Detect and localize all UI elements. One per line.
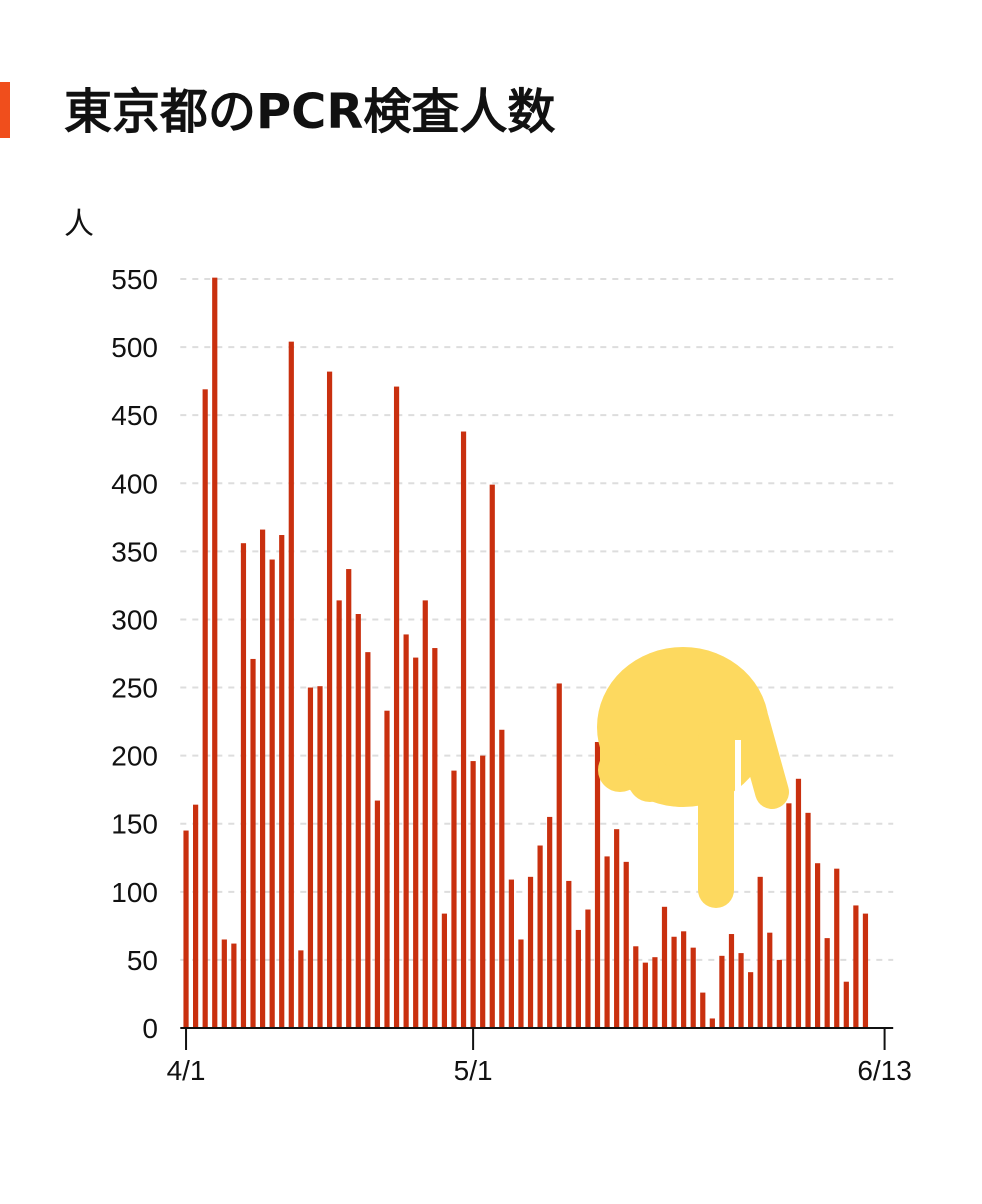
bar bbox=[834, 868, 840, 1028]
bar bbox=[259, 529, 266, 1028]
bar bbox=[652, 957, 658, 1028]
bar bbox=[776, 959, 782, 1028]
y-tick-label: 350 bbox=[111, 536, 158, 567]
bar bbox=[212, 277, 218, 1028]
bar bbox=[432, 648, 438, 1028]
bar bbox=[527, 876, 534, 1028]
y-tick-label: 500 bbox=[111, 332, 158, 363]
bar bbox=[326, 371, 333, 1028]
bar bbox=[183, 830, 189, 1028]
plot-area: 0 50 100 150 200 250 300 350 400 450 500 550 4/1 5/1 6… bbox=[111, 264, 912, 1086]
pointing-hand bbox=[597, 647, 789, 908]
x-tick-label: 4/1 bbox=[167, 1055, 206, 1086]
bar bbox=[738, 953, 744, 1028]
bar bbox=[480, 755, 486, 1028]
bar bbox=[413, 657, 419, 1028]
bar bbox=[843, 981, 849, 1028]
y-tick-label: 200 bbox=[111, 741, 158, 772]
bar bbox=[403, 634, 409, 1028]
bar bbox=[767, 932, 773, 1028]
bar bbox=[700, 992, 706, 1028]
bar bbox=[489, 484, 495, 1029]
bar bbox=[508, 879, 514, 1028]
bar bbox=[365, 652, 371, 1028]
bar bbox=[556, 683, 562, 1028]
bar bbox=[269, 559, 275, 1028]
bar bbox=[575, 929, 581, 1028]
bar bbox=[193, 804, 199, 1028]
y-tick-label: 300 bbox=[111, 604, 158, 635]
bar bbox=[537, 845, 543, 1028]
bar bbox=[594, 742, 601, 1028]
bar bbox=[202, 389, 208, 1029]
y-tick-label: 400 bbox=[111, 468, 158, 499]
bar bbox=[853, 905, 859, 1028]
bar bbox=[307, 687, 314, 1028]
bar bbox=[623, 861, 629, 1028]
bar bbox=[547, 816, 553, 1028]
bar bbox=[690, 947, 696, 1028]
y-tick-label: 250 bbox=[111, 673, 158, 704]
bar bbox=[786, 803, 792, 1028]
x-tick-label: 6/13 bbox=[857, 1055, 912, 1086]
y-tick-label: 550 bbox=[111, 264, 158, 295]
y-tick-label: 150 bbox=[111, 809, 158, 840]
y-tick-label: 50 bbox=[127, 945, 158, 976]
bar bbox=[298, 950, 304, 1028]
bar bbox=[661, 906, 668, 1028]
y-axis-label: 人 bbox=[64, 207, 94, 242]
bar bbox=[374, 800, 381, 1028]
bar bbox=[240, 543, 247, 1028]
bar bbox=[719, 955, 725, 1028]
bar bbox=[279, 535, 285, 1028]
bar bbox=[355, 614, 361, 1028]
bar bbox=[317, 686, 323, 1028]
bar bbox=[757, 876, 763, 1028]
bar bbox=[728, 934, 735, 1028]
bar bbox=[709, 1018, 715, 1028]
bar bbox=[499, 729, 505, 1028]
bar bbox=[393, 386, 400, 1029]
bar bbox=[642, 962, 648, 1028]
bar bbox=[346, 569, 352, 1028]
y-tick-label: 100 bbox=[111, 877, 158, 908]
bar bbox=[250, 658, 256, 1028]
bar bbox=[681, 931, 687, 1028]
bar bbox=[470, 761, 476, 1028]
bar bbox=[451, 770, 457, 1028]
bar bbox=[231, 943, 237, 1028]
bar bbox=[748, 972, 754, 1028]
y-tick-label: 0 bbox=[142, 1013, 158, 1044]
bar bbox=[815, 863, 821, 1028]
bar bbox=[566, 880, 572, 1028]
bar bbox=[336, 600, 342, 1028]
chart-title: 東京都のPCR検査人数 bbox=[64, 84, 555, 140]
title-accent bbox=[0, 82, 10, 138]
bar bbox=[824, 938, 830, 1028]
bar bbox=[384, 710, 390, 1028]
bar bbox=[585, 909, 591, 1028]
bar bbox=[422, 600, 428, 1028]
x-tick-label: 5/1 bbox=[454, 1055, 493, 1086]
bar bbox=[604, 856, 610, 1028]
bar bbox=[460, 431, 467, 1028]
bar bbox=[862, 913, 869, 1028]
bar bbox=[671, 936, 677, 1028]
y-tick-label: 450 bbox=[111, 400, 158, 431]
bar bbox=[441, 913, 448, 1028]
bar bbox=[518, 939, 524, 1028]
bar bbox=[805, 812, 811, 1028]
bar bbox=[633, 946, 639, 1028]
bar bbox=[221, 939, 227, 1028]
bar bbox=[795, 778, 802, 1028]
bar bbox=[288, 341, 294, 1028]
bar bbox=[614, 829, 620, 1028]
